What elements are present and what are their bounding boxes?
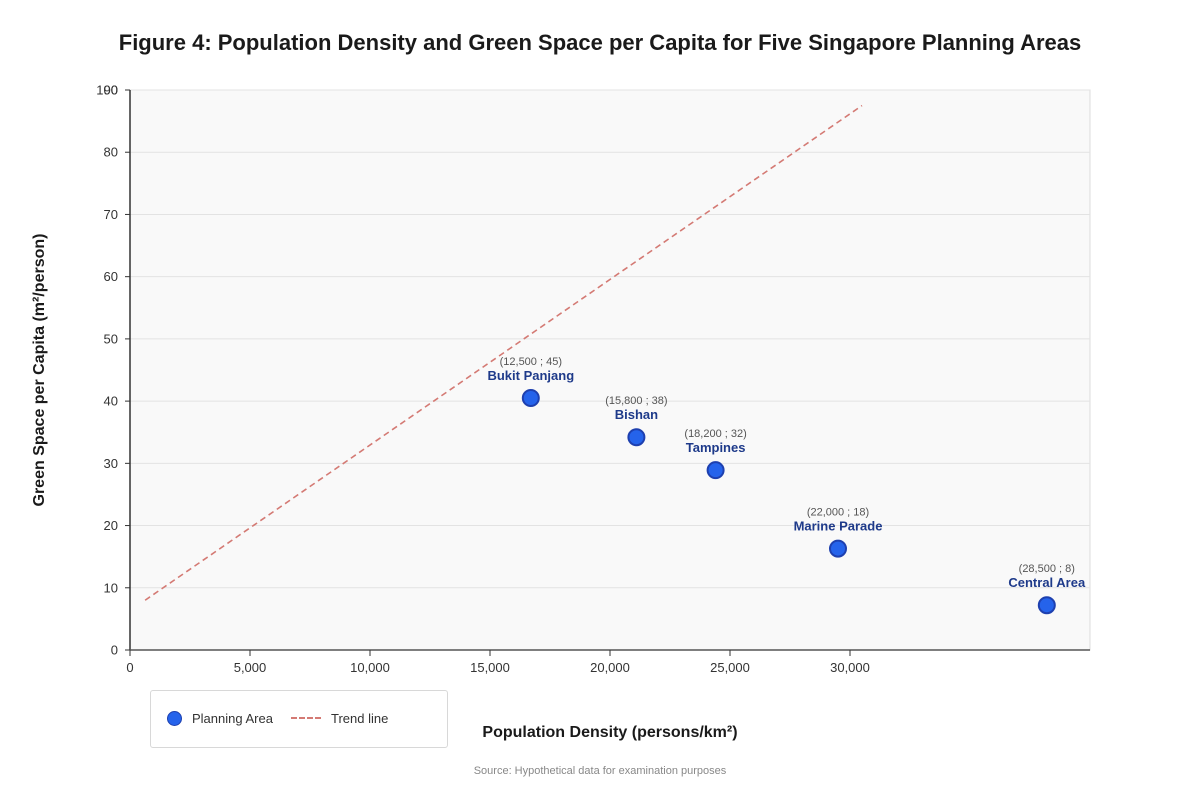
y-tick-label: 50 bbox=[104, 331, 118, 346]
point-coordinate-label: (28,500 ; 8) bbox=[1019, 563, 1075, 575]
legend-item-trend: Trend line bbox=[291, 691, 388, 745]
legend-marker-icon bbox=[167, 710, 182, 726]
point-name-label: Tampines bbox=[686, 440, 746, 455]
y-tick-label: 10 bbox=[104, 580, 118, 595]
legend: Planning Area Trend line bbox=[150, 690, 448, 748]
trend-line-group bbox=[144, 104, 863, 601]
y-tick-label: 90 bbox=[104, 83, 118, 98]
point-coordinate-label: (18,200 ; 32) bbox=[684, 428, 746, 440]
x-tick-label: 15,000 bbox=[470, 660, 510, 675]
y-tick-label: 80 bbox=[104, 145, 118, 160]
x-tick-label: 5,000 bbox=[234, 660, 267, 675]
x-axis-label: Population Density (persons/km²) bbox=[482, 724, 738, 741]
gridlines bbox=[130, 89, 1090, 589]
legend-item-points: Planning Area bbox=[167, 691, 273, 745]
plot-area bbox=[129, 89, 1091, 651]
x-tick-label: 0 bbox=[126, 660, 133, 675]
data-point bbox=[627, 428, 646, 447]
data-points: (12,500 ; 45)Bukit Panjang (15,800 ; 38)B… bbox=[487, 356, 1086, 615]
point-coordinate-label: (12,500 ; 45) bbox=[500, 356, 562, 368]
y-tick-label: 70 bbox=[104, 207, 118, 222]
source-note: Source: Hypothetical data for examinatio… bbox=[473, 765, 727, 777]
legend-label-trend: Trend line bbox=[331, 710, 389, 726]
trend-line bbox=[144, 104, 863, 601]
legend-dash-icon bbox=[291, 717, 321, 719]
chart-title: Figure 4: Population Density and Green S… bbox=[118, 30, 1082, 55]
point-name-label: Bishan bbox=[615, 407, 658, 422]
y-tick-label: 40 bbox=[104, 394, 118, 409]
y-tick-label: 60 bbox=[104, 269, 118, 284]
data-point bbox=[829, 539, 847, 558]
data-point bbox=[521, 389, 540, 407]
x-tick-label: 20,000 bbox=[590, 660, 630, 675]
x-tick-label: 25,000 bbox=[710, 660, 750, 675]
data-point bbox=[1037, 596, 1056, 615]
x-tick-label: 10,000 bbox=[350, 660, 390, 675]
x-tick-label: 30,000 bbox=[830, 660, 870, 675]
point-name-label: Bukit Panjang bbox=[487, 368, 574, 383]
y-tick-label: 30 bbox=[104, 456, 118, 471]
point-name-label: Central Area bbox=[1008, 575, 1086, 590]
point-coordinate-label: (22,000 ; 18) bbox=[807, 507, 869, 519]
y-axis-label: Green Space per Capita (m²/person) bbox=[31, 233, 48, 507]
point-name-label: Marine Parade bbox=[794, 519, 883, 534]
y-tick-label: 0 bbox=[111, 643, 118, 658]
legend-label-points: Planning Area bbox=[192, 710, 273, 726]
point-coordinate-label: (15,800 ; 38) bbox=[605, 395, 667, 407]
y-tick-label-overlap: 100 bbox=[96, 83, 118, 98]
y-tick-label: 20 bbox=[104, 518, 118, 533]
data-point bbox=[706, 461, 725, 480]
